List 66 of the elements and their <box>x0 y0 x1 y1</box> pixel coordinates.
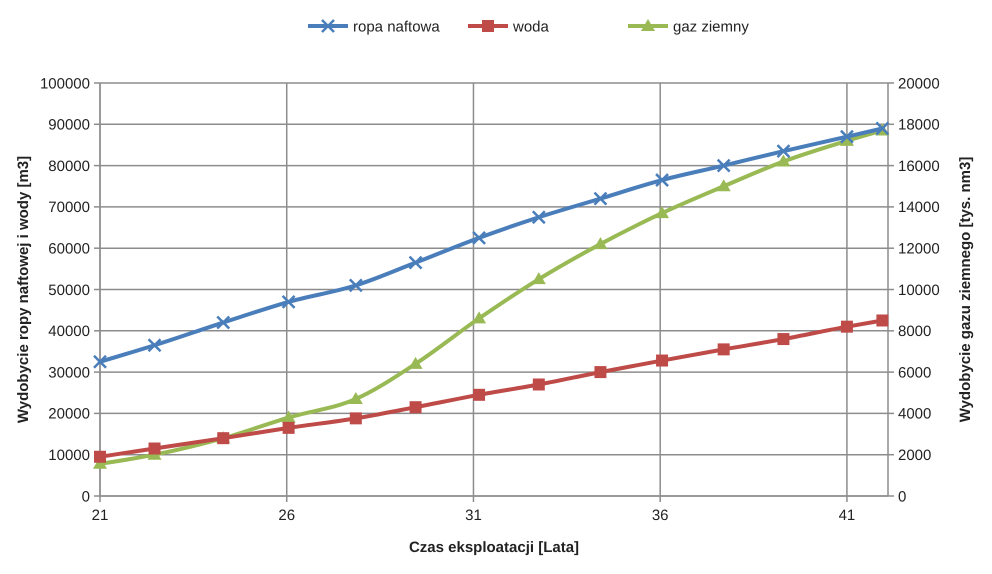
point <box>147 338 162 353</box>
x-tick-label: 41 <box>838 507 856 524</box>
point <box>92 354 108 370</box>
y-tick-label: 10000 <box>48 446 90 464</box>
point <box>216 315 230 330</box>
point <box>282 410 296 423</box>
point <box>776 154 790 166</box>
y-tick-label: 100000 <box>40 75 90 92</box>
point <box>840 320 853 333</box>
x-tick-label: 21 <box>92 507 108 524</box>
point <box>348 278 364 293</box>
point <box>532 378 545 390</box>
point <box>654 172 670 188</box>
y2-tick-label: 16000 <box>898 158 940 175</box>
point <box>281 294 296 310</box>
point <box>593 191 608 206</box>
y-tick-label: 70000 <box>48 199 90 216</box>
y2-tick-label: 10000 <box>898 282 940 299</box>
y2-tick-label: 2000 <box>898 446 932 464</box>
y2-tick-label: 4000 <box>898 406 932 423</box>
x-tick-label: 26 <box>278 507 296 524</box>
y-tick-label: 40000 <box>48 323 90 340</box>
point <box>655 206 670 218</box>
point <box>876 314 888 326</box>
point <box>473 388 486 401</box>
point <box>776 144 791 158</box>
point <box>594 366 606 378</box>
y-tick-label: 20000 <box>48 406 90 423</box>
point <box>777 333 790 346</box>
point <box>718 343 730 356</box>
legend-label: gaz ziemny <box>673 18 750 36</box>
y-tick-label: 0 <box>82 488 90 506</box>
point <box>472 230 486 246</box>
point <box>472 311 486 324</box>
point <box>593 237 608 250</box>
y-tick-label: 30000 <box>48 364 90 382</box>
point <box>350 412 362 424</box>
point <box>348 392 363 404</box>
y2-tick-label: 6000 <box>898 364 932 382</box>
y2-tick-label: 12000 <box>898 240 940 258</box>
y2-tick-label: 20000 <box>898 75 940 92</box>
y2-axis-title: Wydobycie gazu ziemnego [tys. nm3] <box>957 156 974 422</box>
y2-tick-label: 0 <box>898 488 906 506</box>
point <box>840 129 854 144</box>
y-axis-title: Wydobycie ropy naftowej i wody [m3] <box>15 156 32 424</box>
point <box>532 210 546 224</box>
y2-tick-label: 18000 <box>898 116 940 134</box>
point <box>282 422 295 434</box>
point <box>656 354 668 367</box>
x-tick-label: 31 <box>465 507 482 524</box>
legend-label: ropa naftowa <box>353 18 440 36</box>
point <box>408 255 423 270</box>
point <box>716 158 731 173</box>
x-axis-title: Czas eksploatacji [Lata] <box>408 539 580 556</box>
y2-tick-label: 8000 <box>898 323 932 340</box>
y2-tick-label: 14000 <box>898 199 940 216</box>
legend-label: woda <box>512 18 550 36</box>
point <box>94 450 106 463</box>
y-tick-label: 80000 <box>48 158 90 175</box>
x-tick-label: 36 <box>652 507 669 524</box>
point <box>148 442 161 455</box>
y-tick-label: 50000 <box>48 282 90 299</box>
point <box>410 401 422 414</box>
point <box>716 179 731 192</box>
y-tick-label: 90000 <box>48 116 90 134</box>
y-tick-label: 60000 <box>48 240 90 258</box>
